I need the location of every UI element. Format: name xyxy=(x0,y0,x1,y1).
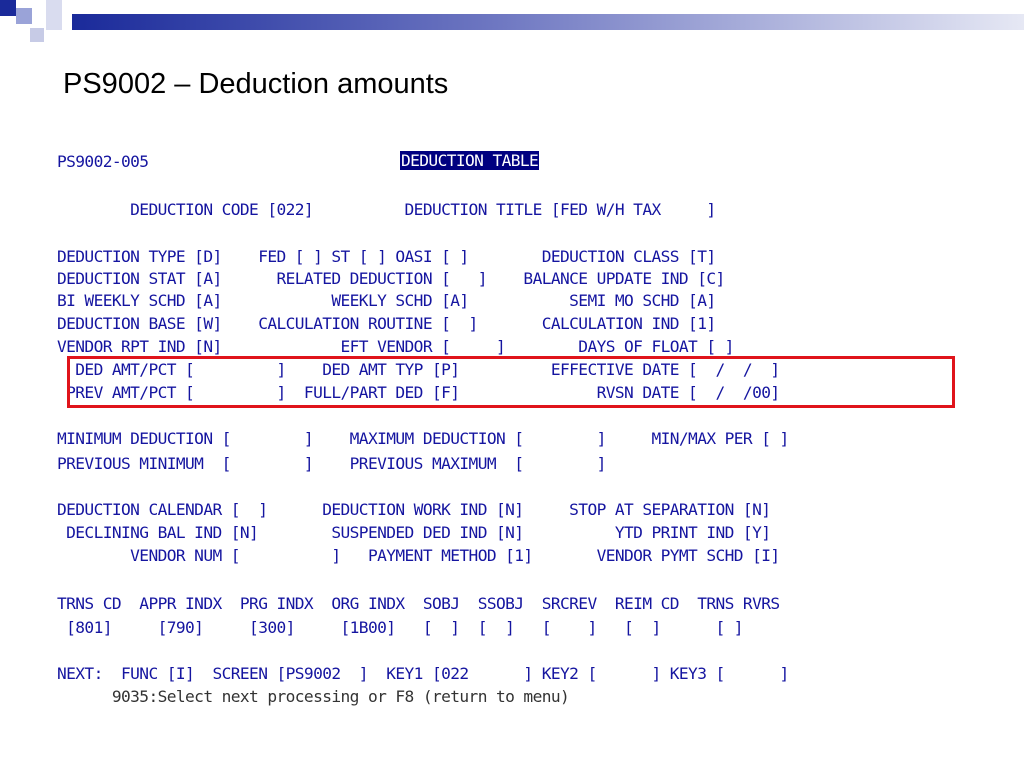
next-command-line[interactable]: NEXT: FUNC [I] SCREEN [PS9002 ] KEY1 [02… xyxy=(57,664,789,683)
screen-header-text: DEDUCTION TABLE xyxy=(400,151,540,170)
field-line[interactable]: MINIMUM DEDUCTION [ ] MAXIMUM DEDUCTION … xyxy=(57,429,789,448)
field-line[interactable]: VENDOR NUM [ ] PAYMENT METHOD [1] VENDOR… xyxy=(57,546,780,565)
title-gradient-bar xyxy=(72,14,1024,30)
field-line[interactable]: DEDUCTION CALENDAR [ ] DEDUCTION WORK IN… xyxy=(57,500,771,519)
field-line[interactable]: BI WEEKLY SCHD [A] WEEKLY SCHD [A] SEMI … xyxy=(57,291,716,310)
field-line[interactable]: DEDUCTION BASE [W] CALCULATION ROUTINE [… xyxy=(57,314,716,333)
field-line[interactable]: VENDOR RPT IND [N] EFT VENDOR [ ] DAYS O… xyxy=(57,337,734,356)
corner-square-outline xyxy=(46,0,62,30)
field-line[interactable]: DEDUCTION TYPE [D] FED [ ] ST [ ] OASI [… xyxy=(57,247,716,266)
slide-title: PS9002 – Deduction amounts xyxy=(63,68,449,100)
highlight-box xyxy=(67,356,955,408)
field-line[interactable]: PREVIOUS MINIMUM [ ] PREVIOUS MAXIMUM [ … xyxy=(57,454,606,473)
accounting-headers: TRNS CD APPR INDX PRG INDX ORG INDX SOBJ… xyxy=(57,594,780,613)
screen-header: DEDUCTION TABLE xyxy=(400,151,540,170)
corner-square-navy xyxy=(0,0,16,16)
field-line[interactable]: DECLINING BAL IND [N] SUSPENDED DED IND … xyxy=(57,523,771,542)
screen-id: PS9002-005 xyxy=(57,152,149,171)
field-line[interactable]: DEDUCTION STAT [A] RELATED DEDUCTION [ ]… xyxy=(57,269,725,288)
accounting-values[interactable]: [801] [790] [300] [1B00] [ ] [ ] [ ] [ ]… xyxy=(57,618,743,637)
corner-square-small xyxy=(30,28,44,42)
deduction-code-line[interactable]: DEDUCTION CODE [022] DEDUCTION TITLE [FE… xyxy=(57,200,716,219)
status-message: 9035:Select next processing or F8 (retur… xyxy=(57,687,570,706)
corner-square-light xyxy=(16,8,32,24)
terminal-screen: PS9002-005 DEDUCTION TABLE DEDUCTION COD… xyxy=(57,0,957,768)
field-line-highlighted[interactable]: PREV AMT/PCT [ ] FULL/PART DED [F] RVSN … xyxy=(57,383,780,402)
field-line-highlighted[interactable]: DED AMT/PCT [ ] DED AMT TYP [P] EFFECTIV… xyxy=(57,360,780,379)
